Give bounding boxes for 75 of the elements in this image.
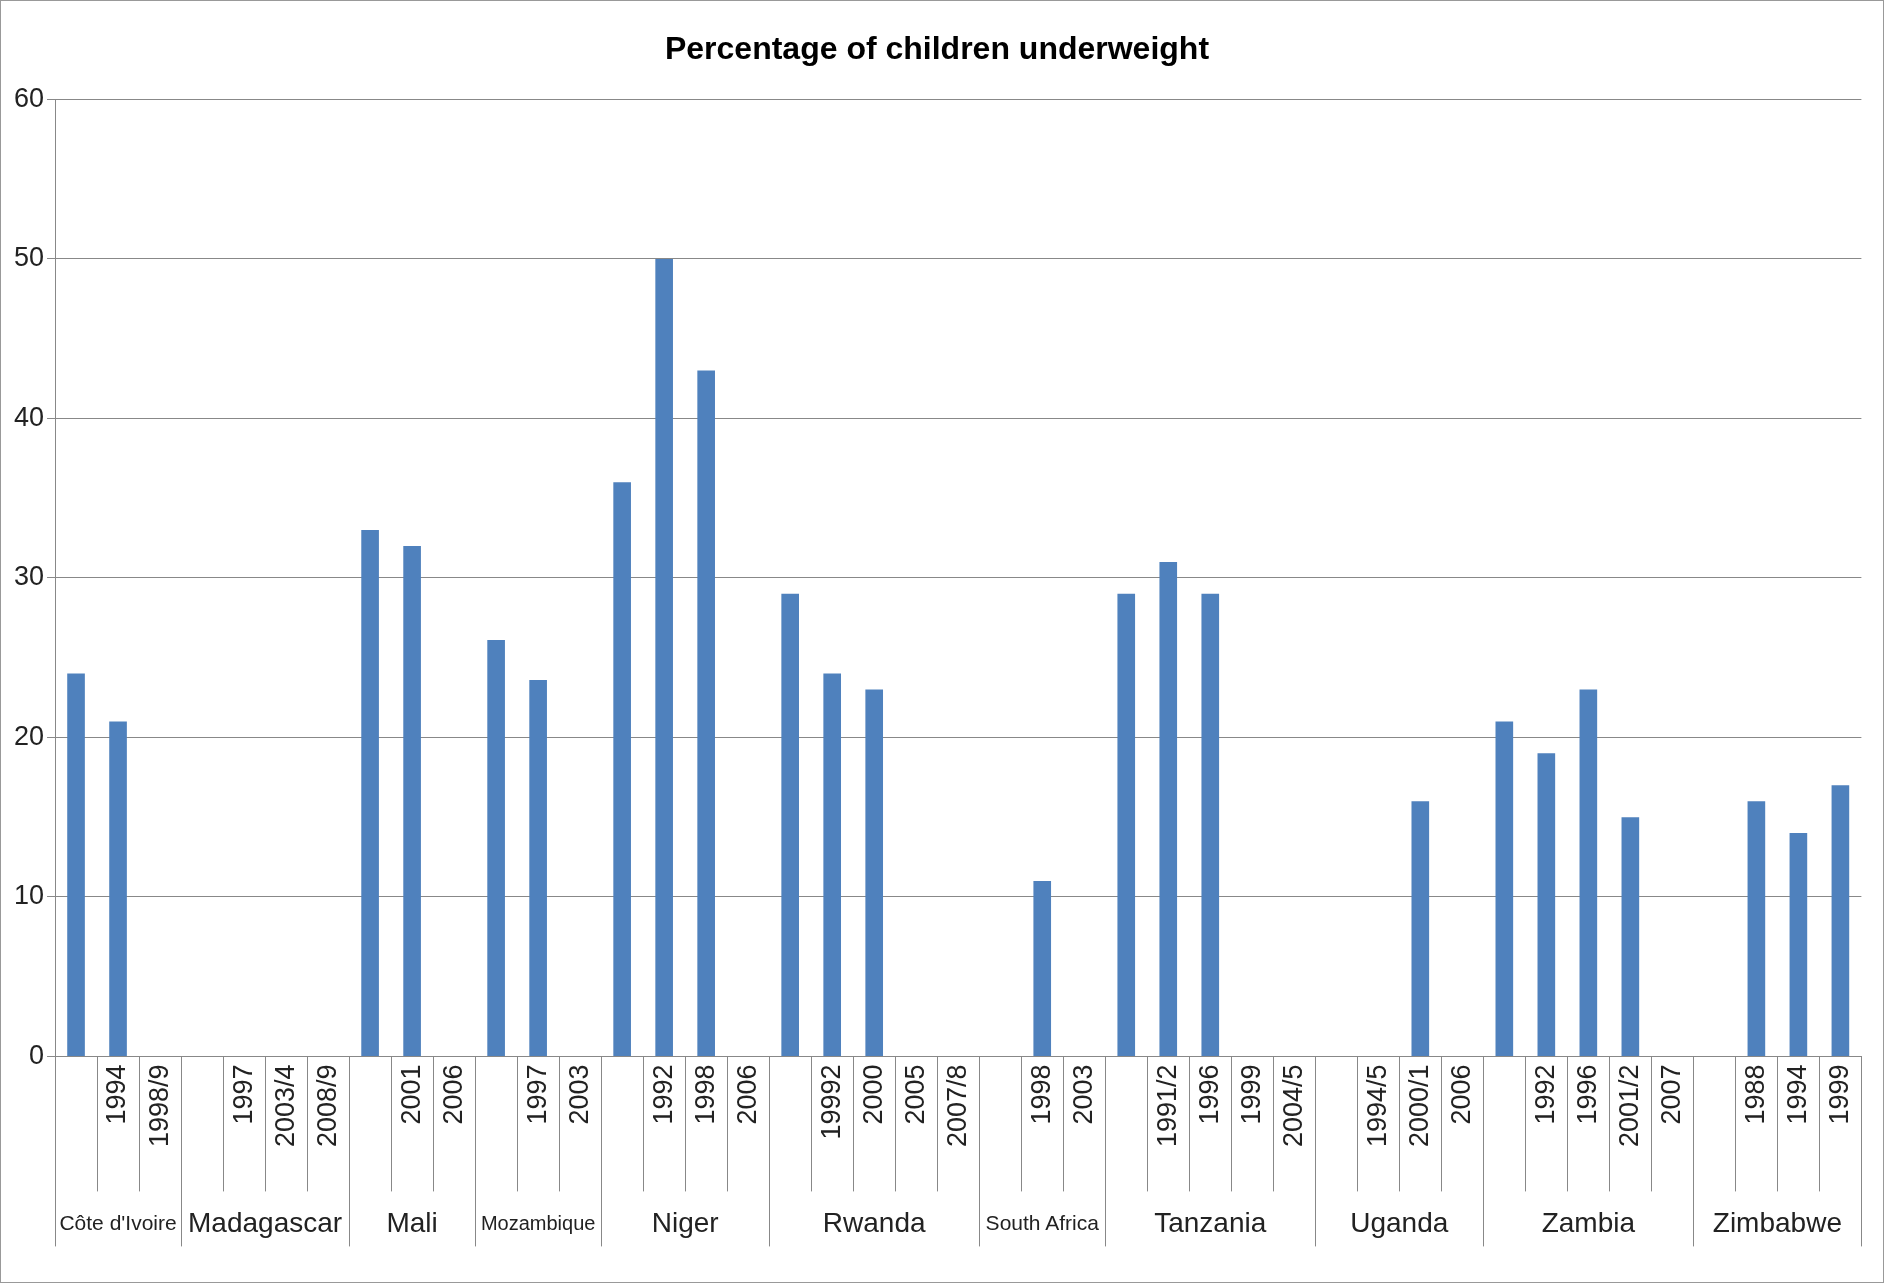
x-tick-label: 1992	[1529, 1064, 1560, 1125]
bar	[1117, 593, 1136, 1056]
text: Côte d'Ivoire	[59, 1211, 177, 1235]
x-tick-label: 2006	[731, 1064, 762, 1125]
bar	[1201, 593, 1220, 1056]
chart-title: Percentage of children underweight	[664, 30, 1210, 67]
bar	[1579, 689, 1598, 1056]
y-tick-label: 60	[13, 82, 45, 113]
x-tick-label: 1992	[647, 1064, 678, 1125]
y-tick-label: 0	[29, 1039, 45, 1070]
text: Madagascar	[188, 1207, 343, 1239]
bar	[613, 482, 631, 1056]
bar	[1495, 721, 1514, 1056]
bar	[1033, 880, 1052, 1056]
x-tick-label: 2003	[563, 1064, 594, 1125]
bar	[67, 673, 85, 1056]
x-tick-label: 2006	[437, 1064, 468, 1125]
bar	[361, 530, 379, 1056]
x-tick-label: 2007	[1655, 1064, 1686, 1125]
text: Niger	[651, 1207, 719, 1239]
y-tick-label: 20	[13, 720, 45, 751]
x-tick-label: 1999	[1823, 1064, 1854, 1125]
bar	[1831, 785, 1850, 1056]
text: Zambia	[1541, 1207, 1636, 1239]
x-tick-label: 1994/5	[1361, 1064, 1392, 1148]
x-tick-label: 1988	[1739, 1064, 1770, 1125]
x-tick-label: 2006	[1445, 1064, 1476, 1125]
y-tick-label: 30	[13, 561, 45, 592]
x-tick-label: 2007/8	[941, 1064, 972, 1148]
x-tick-label: 2004/5	[1277, 1064, 1308, 1148]
x-tick-label: 19992	[815, 1064, 846, 1140]
x-tick-label: 1998/9	[143, 1064, 174, 1148]
x-tick-label: 2001	[395, 1064, 426, 1125]
x-tick-label: 1998	[1025, 1064, 1056, 1125]
x-tick-label: 1996	[1193, 1064, 1224, 1125]
x-tick-label: 2003	[1067, 1064, 1098, 1125]
bar	[1537, 753, 1556, 1056]
text: Zimbabwe	[1712, 1207, 1842, 1239]
x-tick-label: 1994	[1781, 1064, 1812, 1125]
bar	[1159, 561, 1178, 1056]
x-tick-label: 2008/9	[311, 1064, 342, 1148]
bar	[823, 673, 842, 1056]
text: Uganda	[1350, 1207, 1449, 1239]
x-tick-label: 1997	[227, 1064, 258, 1125]
x-tick-label: 1994	[101, 1064, 132, 1125]
bar	[781, 593, 799, 1056]
y-tick-label: 50	[13, 242, 45, 273]
text: Tanzania	[1154, 1207, 1267, 1239]
bar	[655, 258, 673, 1056]
bar	[697, 370, 715, 1056]
x-tick-label: 1996	[1571, 1064, 1602, 1125]
x-tick-label: 2005	[899, 1064, 930, 1125]
y-tick-label: 40	[13, 401, 45, 432]
x-tick-label: 2000/1	[1403, 1064, 1434, 1148]
x-tick-label: 1999	[1235, 1064, 1266, 1125]
x-tick-label: 2000	[857, 1064, 888, 1125]
text: Mozambique	[480, 1211, 596, 1234]
x-tick-label: 2001/2	[1613, 1064, 1644, 1148]
text: South Africa	[985, 1211, 1100, 1235]
bar	[1789, 833, 1808, 1056]
bar	[529, 679, 547, 1056]
bar	[487, 640, 505, 1056]
text: Rwanda	[822, 1207, 926, 1239]
bar	[403, 546, 421, 1056]
x-tick-label: 1991/2	[1151, 1064, 1182, 1148]
bar	[1411, 801, 1430, 1056]
x-tick-label: 1997	[521, 1064, 552, 1125]
bar	[1747, 801, 1766, 1056]
bar	[865, 689, 884, 1056]
text: Mali	[386, 1207, 438, 1239]
y-tick-label: 10	[13, 880, 45, 911]
x-tick-label: 1998	[689, 1064, 720, 1125]
x-tick-label: 2003/4	[269, 1064, 300, 1148]
bar	[1621, 817, 1640, 1056]
bar	[109, 721, 127, 1056]
